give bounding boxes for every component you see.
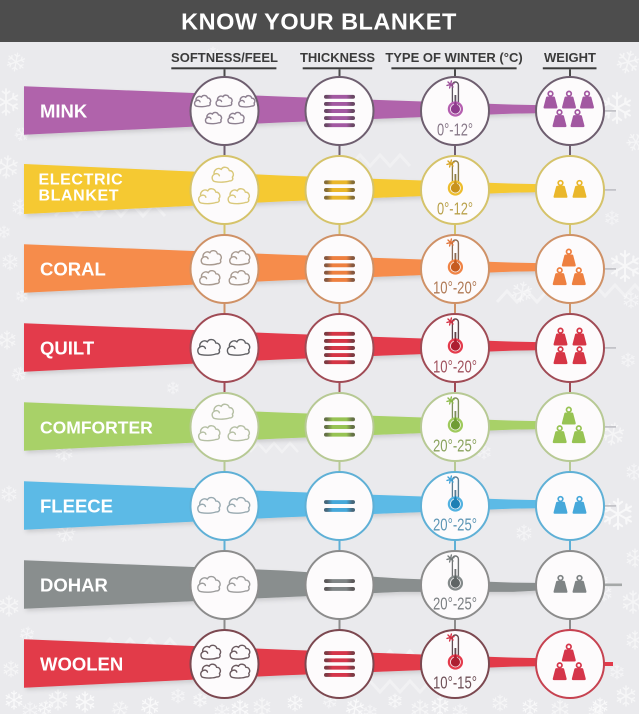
svg-text:CORAL: CORAL — [40, 259, 106, 280]
svg-text:10°-20°: 10°-20° — [433, 357, 477, 377]
svg-text:20°-25°: 20°-25° — [433, 515, 477, 535]
svg-text:20°-25°: 20°-25° — [433, 436, 477, 456]
svg-text:BLANKET: BLANKET — [39, 188, 120, 205]
svg-text:0°-12°: 0°-12° — [437, 199, 473, 219]
svg-text:KNOW YOUR BLANKET: KNOW YOUR BLANKET — [181, 9, 457, 35]
svg-text:WOOLEN: WOOLEN — [40, 654, 123, 675]
svg-text:THICKNESS: THICKNESS — [300, 50, 375, 65]
svg-text:10°-20°: 10°-20° — [433, 278, 477, 298]
svg-text:ELECTRIC: ELECTRIC — [39, 172, 124, 189]
svg-text:QUILT: QUILT — [40, 338, 95, 359]
svg-text:0°-12°: 0°-12° — [437, 120, 473, 140]
svg-text:FLEECE: FLEECE — [40, 496, 113, 517]
svg-text:10°-15°: 10°-15° — [433, 673, 477, 693]
svg-text:DOHAR: DOHAR — [40, 575, 108, 596]
svg-text:SOFTNESS/FEEL: SOFTNESS/FEEL — [171, 50, 278, 65]
svg-text:TYPE OF WINTER (°C): TYPE OF WINTER (°C) — [385, 50, 522, 65]
svg-text:20°-25°: 20°-25° — [433, 594, 477, 614]
svg-text:WEIGHT: WEIGHT — [544, 50, 596, 65]
svg-text:MINK: MINK — [40, 101, 88, 122]
svg-text:COMFORTER: COMFORTER — [40, 418, 153, 438]
